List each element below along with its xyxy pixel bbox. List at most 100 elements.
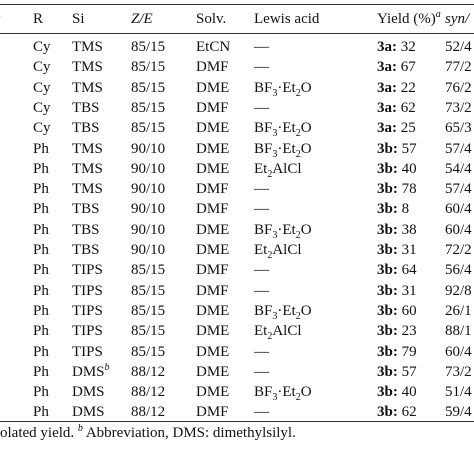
cell-lewis-acid: — bbox=[254, 262, 269, 279]
cell-yield-value: 32 bbox=[400, 39, 416, 55]
cell-r: Ph bbox=[33, 404, 49, 421]
cell-si: TMS bbox=[72, 56, 103, 78]
cell-syn-anti: 60/4 bbox=[445, 221, 472, 238]
cell-product: 3a bbox=[377, 99, 392, 116]
cell-solvent: DME bbox=[196, 140, 230, 157]
cell-yield-value: 57 bbox=[401, 363, 417, 380]
cell-si-text: TMS bbox=[72, 181, 103, 198]
table-row: Cy TMS 85/15 EtCN — 3a: 32 52/4 bbox=[0, 36, 474, 58]
cell-lewis-acid: — bbox=[254, 39, 269, 55]
cell-yield: 3b: 57 bbox=[377, 140, 417, 157]
cell-ze: 85/15 bbox=[131, 302, 166, 319]
cell-ze: 85/15 bbox=[131, 120, 166, 137]
cell-lewis-acid: — bbox=[254, 282, 269, 299]
header-r: R bbox=[33, 11, 44, 27]
cell-si: TMS bbox=[72, 77, 103, 99]
cell-yield: 3b: 38 bbox=[377, 221, 417, 238]
cell-si: TBS bbox=[72, 219, 100, 241]
footnote-a-text: olated yield. bbox=[0, 425, 75, 441]
cell-yield-value: 22 bbox=[400, 79, 416, 96]
cell-yield: 3b: 79 bbox=[377, 343, 417, 360]
cell-lewis-acid: BF3·Et2O bbox=[254, 221, 312, 241]
cell-ze: 88/12 bbox=[131, 363, 166, 380]
cell-si: TMS bbox=[72, 158, 103, 180]
cell-lewis-acid: BF3·Et2O bbox=[254, 302, 312, 322]
cell-syn-anti: 52/4 bbox=[445, 39, 472, 55]
cell-yield: 3b: 23 bbox=[377, 323, 417, 340]
footnote-b-text: Abbreviation, DMS: dimethylsilyl. bbox=[85, 425, 296, 441]
cell-r: Cy bbox=[33, 79, 51, 96]
cell-product: 3b bbox=[377, 262, 393, 279]
table-header: ry R Si Z/E Solv. Lewis acid Yield (%)a … bbox=[0, 8, 474, 30]
cell-yield: 3b: 40 bbox=[377, 384, 417, 401]
cell-syn-anti: 59/4 bbox=[445, 404, 472, 421]
cell-solvent: DME bbox=[196, 384, 230, 401]
cell-ze: 90/10 bbox=[131, 201, 166, 218]
cell-solvent: DME bbox=[196, 160, 230, 177]
table-row: Ph TBS 90/10 DMF — 3b: 8 60/4 bbox=[0, 198, 474, 220]
cell-ze: 85/15 bbox=[131, 59, 166, 76]
header-yield-label: Yield (%) bbox=[377, 11, 436, 27]
cell-syn-anti: 26/1 bbox=[445, 302, 472, 319]
cell-r: Ph bbox=[33, 140, 49, 157]
header-rule bbox=[0, 33, 474, 34]
cell-solvent: DMF bbox=[196, 404, 229, 421]
table-footnote: olated yield. b Abbreviation, DMS: dimet… bbox=[0, 424, 296, 442]
cell-yield: 3a: 22 bbox=[377, 79, 416, 96]
cell-product: 3a bbox=[377, 59, 392, 76]
cell-si: TBS bbox=[72, 97, 100, 119]
cell-si-text: DMS bbox=[72, 404, 105, 421]
cell-yield-value: 78 bbox=[401, 181, 417, 198]
cell-yield: 3b: 40 bbox=[377, 160, 417, 177]
cell-yield-value: 62 bbox=[400, 99, 416, 116]
cell-si-footnote-mark: b bbox=[104, 361, 110, 373]
cell-r: Ph bbox=[33, 181, 49, 198]
cell-solvent: DME bbox=[196, 242, 230, 258]
cell-solvent: DMF bbox=[196, 201, 229, 218]
cell-r: Ph bbox=[33, 302, 49, 319]
cell-product: 3a bbox=[377, 120, 392, 137]
cell-product: 3b bbox=[377, 140, 393, 157]
cell-solvent: DME bbox=[196, 120, 230, 137]
cell-syn-anti: 76/2 bbox=[445, 79, 472, 96]
table-row: Ph TIPS 85/15 DME — 3b: 79 60/4 bbox=[0, 341, 474, 363]
cell-si-text: TMS bbox=[72, 160, 103, 177]
cell-yield-value: 40 bbox=[401, 384, 417, 401]
cell-si-text: TIPS bbox=[72, 302, 103, 319]
header-si: Si bbox=[72, 11, 85, 27]
cell-solvent: DME bbox=[196, 363, 230, 380]
bottom-rule bbox=[0, 421, 474, 422]
cell-yield-value: 23 bbox=[401, 323, 417, 340]
cell-product: 3b bbox=[377, 160, 393, 177]
cell-yield: 3b: 31 bbox=[377, 282, 417, 299]
header-ze: Z/E bbox=[131, 11, 153, 27]
cell-yield-value: 79 bbox=[401, 343, 417, 360]
cell-yield-value: 67 bbox=[400, 59, 416, 76]
table-row: Ph TIPS 85/15 DME BF3·Et2O 3b: 60 26/1 bbox=[0, 300, 474, 322]
cell-yield: 3a: 25 bbox=[377, 120, 416, 137]
cell-ze: 85/15 bbox=[131, 262, 166, 279]
cell-yield-value: 38 bbox=[401, 221, 417, 238]
cell-lewis-acid: — bbox=[254, 201, 269, 218]
cell-syn-anti: 60/4 bbox=[445, 201, 472, 218]
cell-solvent: DME bbox=[196, 79, 230, 96]
cell-si: TMS bbox=[72, 138, 103, 160]
cell-product: 3b bbox=[377, 404, 393, 421]
table-row: Cy TMS 85/15 DME BF3·Et2O 3a: 22 76/2 bbox=[0, 77, 474, 99]
cell-yield: 3a: 32 bbox=[377, 39, 416, 55]
cell-ze: 88/12 bbox=[131, 404, 166, 421]
cell-lewis-acid: Et2AlCl bbox=[254, 323, 302, 343]
table-row: Ph DMS 88/12 DMF — 3b: 62 59/4 bbox=[0, 401, 474, 423]
cell-yield: 3b: 64 bbox=[377, 262, 417, 279]
cell-lewis-acid: — bbox=[254, 363, 269, 380]
cell-si-text: DMS bbox=[72, 363, 105, 380]
cell-product: 3b bbox=[377, 242, 393, 258]
cell-product: 3b bbox=[377, 323, 393, 340]
cell-ze: 90/10 bbox=[131, 140, 166, 157]
table-row: Ph DMS 88/12 DME BF3·Et2O 3b: 40 51/4 bbox=[0, 381, 474, 403]
cell-si-text: TBS bbox=[72, 201, 100, 218]
header-yield: Yield (%)a bbox=[377, 8, 441, 30]
cell-syn-anti: 73/2 bbox=[445, 99, 472, 116]
cell-ze: 90/10 bbox=[131, 160, 166, 177]
